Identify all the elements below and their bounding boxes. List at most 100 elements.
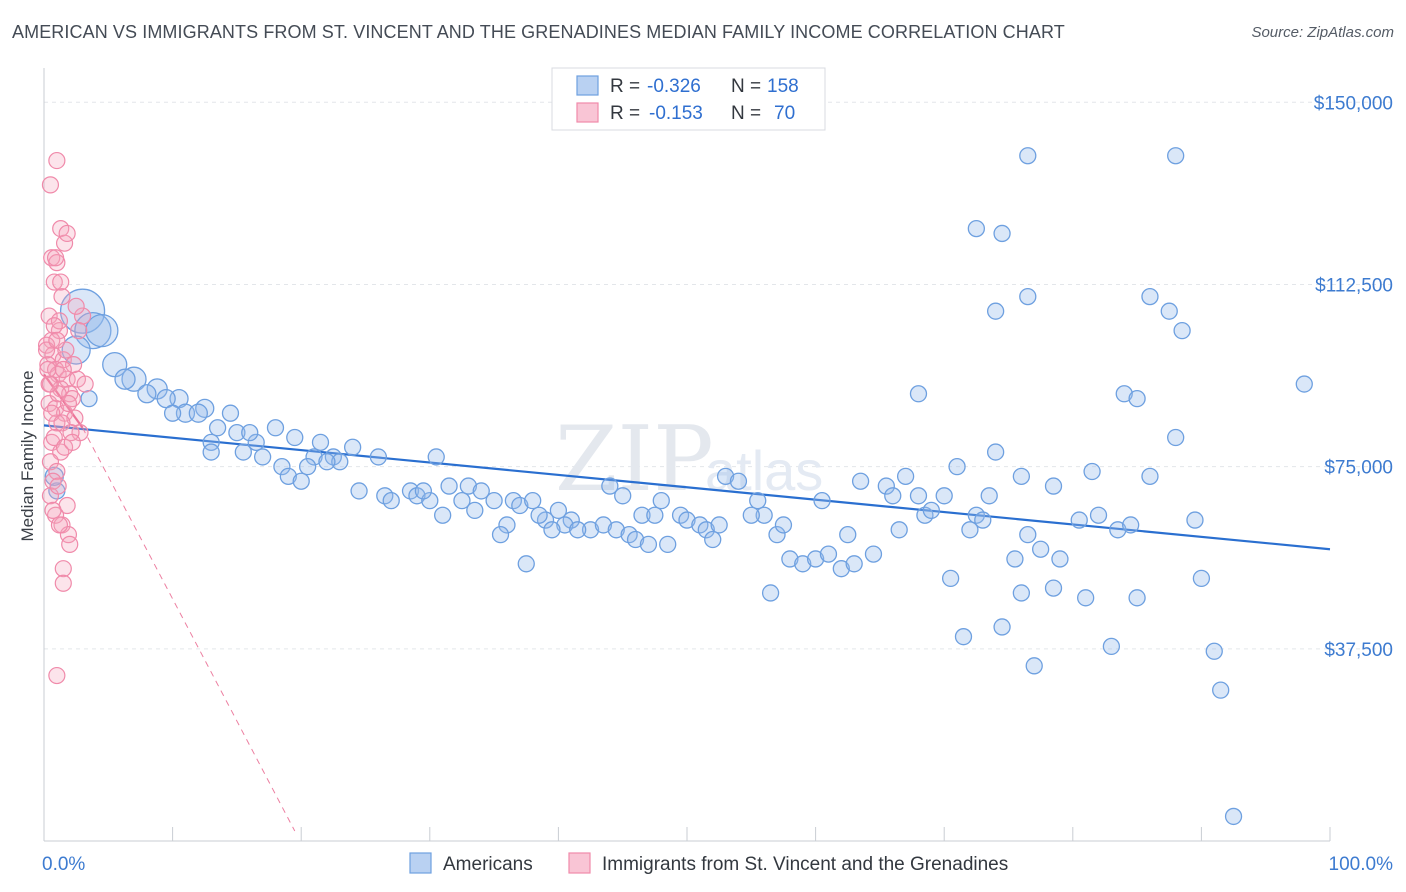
immigrants-point: [41, 176, 60, 194]
americans-point: [266, 419, 285, 437]
americans-point: [1167, 428, 1185, 447]
immigrants-point: [76, 375, 94, 393]
americans-point: [890, 521, 908, 539]
americans-point: [974, 511, 992, 529]
americans-point: [305, 448, 323, 466]
americans-point: [877, 477, 895, 495]
immigrants-point: [50, 516, 69, 534]
immigrants-point: [40, 375, 58, 393]
immigrants-point: [45, 273, 63, 291]
legend-n-label-1: N =: [731, 76, 761, 97]
immigrants-point: [61, 535, 79, 553]
americans-point: [202, 433, 220, 452]
americans-point: [1019, 147, 1037, 165]
y-tick-label-0: $37,500: [1324, 640, 1393, 661]
immigrants-trend-extension: [82, 427, 296, 832]
legend-r-label-2: R =: [610, 103, 640, 124]
americans-point: [1019, 287, 1037, 306]
americans-point: [466, 501, 484, 520]
americans-point: [1077, 589, 1095, 607]
americans-point: [163, 404, 182, 422]
immigrants-point: [46, 249, 65, 267]
americans-point: [986, 443, 1005, 461]
immigrants-point: [59, 394, 78, 413]
americans-point: [993, 618, 1011, 636]
immigrants-point: [44, 501, 62, 519]
americans-point: [427, 448, 445, 466]
americans-point: [954, 628, 973, 646]
americans-point: [279, 467, 297, 486]
immigrants-point: [46, 506, 65, 524]
americans-point: [774, 516, 793, 534]
americans-point: [1295, 375, 1313, 393]
immigrants-point: [41, 453, 60, 471]
immigrants-point: [48, 666, 66, 685]
americans-point: [980, 487, 998, 505]
americans-point: [646, 506, 664, 524]
legend-n-value-2: 70: [774, 103, 795, 124]
americans-point: [530, 506, 548, 524]
americans-point: [331, 453, 349, 471]
legend-n-value-1: 158: [767, 76, 799, 97]
bottom-legend-americans: Americans: [443, 854, 533, 875]
americans-point: [1122, 516, 1140, 534]
americans-point: [581, 521, 600, 539]
y-tick-label-1: $75,000: [1324, 458, 1393, 479]
americans-point: [993, 224, 1011, 243]
immigrants-point: [67, 297, 85, 315]
source-label: Source: ZipAtlas.com: [1251, 24, 1394, 41]
americans-point: [1102, 637, 1121, 656]
americans-point: [1167, 147, 1185, 165]
americans-point: [1224, 807, 1243, 826]
americans-point: [729, 472, 748, 490]
bottom-legend-immigrants: Immigrants from St. Vincent and the Gren…: [602, 854, 1008, 875]
immigrants-point: [55, 234, 74, 252]
americans-point: [704, 530, 722, 549]
americans-point: [491, 526, 510, 544]
americans-point: [350, 482, 368, 500]
americans-point: [549, 501, 568, 520]
americans-point: [292, 472, 310, 490]
americans-point: [806, 550, 825, 568]
immigrants-point: [48, 151, 66, 170]
americans-point: [517, 555, 535, 573]
legend-swatch-blue: [576, 75, 599, 96]
americans-point: [114, 368, 136, 390]
americans-point: [678, 511, 696, 529]
americans-point: [601, 477, 619, 495]
bottom-legend-swatch-americans: [409, 852, 432, 874]
americans-point: [221, 404, 240, 422]
americans-point: [247, 433, 265, 452]
immigrants-point: [48, 331, 66, 349]
legend-swatch-pink: [576, 102, 599, 123]
americans-point: [909, 487, 928, 505]
americans-point: [922, 501, 940, 520]
americans-point: [414, 482, 433, 500]
americans-point: [1115, 385, 1133, 403]
y-tick-label-2: $112,500: [1315, 275, 1393, 296]
americans-point: [761, 584, 780, 602]
americans-point: [343, 438, 362, 456]
americans-point: [1025, 657, 1043, 675]
americans-point: [208, 419, 227, 437]
immigrants-point: [45, 317, 63, 335]
immigrants-point: [50, 312, 69, 330]
immigrants-point: [37, 336, 56, 354]
americans-point: [1070, 511, 1088, 529]
americans-point: [1044, 579, 1063, 597]
americans-point: [967, 219, 985, 238]
legend-r-value-2: -0.153: [649, 103, 703, 124]
americans-point: [1128, 389, 1146, 408]
americans-point: [318, 453, 336, 471]
americans-point: [768, 526, 786, 544]
immigrants-trend-line: [43, 373, 84, 429]
series-legend: Americans Immigrants from St. Vincent an…: [409, 852, 1008, 875]
y-axis-label: Median Family Income: [18, 370, 37, 541]
immigrants-point: [49, 477, 67, 495]
americans-point: [286, 428, 304, 447]
americans-point: [188, 403, 208, 423]
legend-n-label-2: N =: [731, 103, 761, 124]
americans-point: [1089, 506, 1108, 524]
americans-point: [851, 472, 870, 490]
americans-point: [74, 311, 112, 350]
